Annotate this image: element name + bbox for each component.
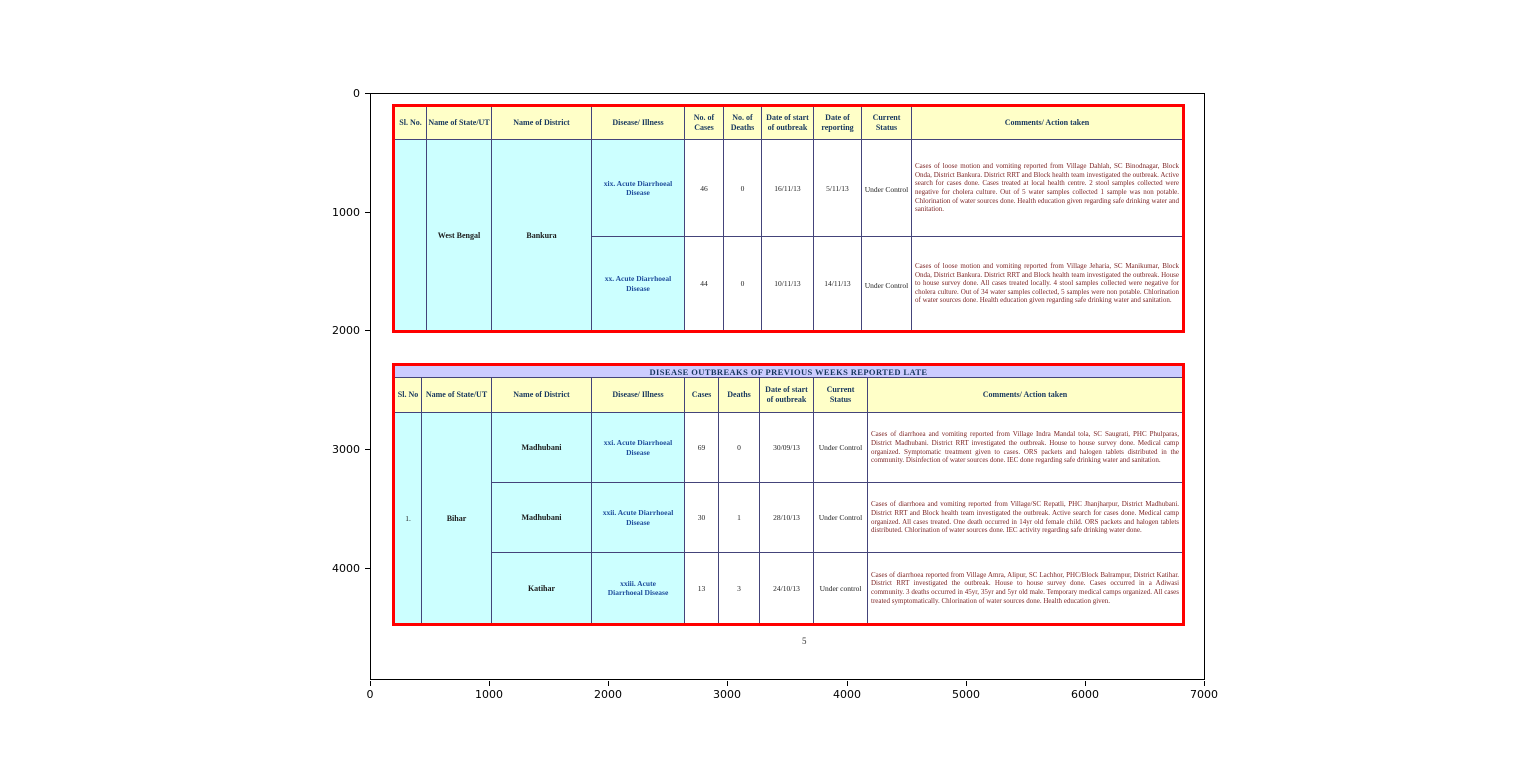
x-tick-mark (489, 681, 490, 686)
col-header-start-date: Date of start of outbreak (759, 377, 814, 413)
x-tick-mark (608, 681, 609, 686)
status-cell: Under control (813, 552, 868, 625)
deaths-cell: 0 (723, 139, 762, 237)
y-tick-mark (365, 449, 370, 450)
x-tick-label: 0 (366, 688, 374, 701)
col-header-disease: Disease/ Illness (591, 377, 685, 413)
cases-cell: 44 (684, 236, 724, 332)
col-header-reporting-date: Date of reporting (813, 105, 862, 140)
comments-cell: Cases of diarrhoea and vomiting reported… (866, 412, 1185, 483)
y-tick-label: 3000 (332, 443, 360, 456)
table-row: 1. Bihar Madhubani xxi. Acute Diarrhoeal… (393, 412, 1185, 625)
x-tick-mark (370, 681, 371, 686)
comments-cell: Cases of loose motion and vomiting repor… (911, 139, 1184, 237)
col-header-status: Current Status (813, 377, 868, 413)
start-date-cell: 16/11/13 (761, 139, 814, 237)
district-cell: Madhubani (491, 482, 592, 553)
x-tick-label: 7000 (1190, 688, 1218, 701)
status-cell: Under Control (813, 412, 868, 483)
col-header-district: Name of District (491, 377, 592, 413)
page-number: 5 (802, 636, 807, 646)
y-tick-label: 4000 (332, 562, 360, 575)
district-cell: Madhubani (491, 412, 592, 483)
cases-cell: 30 (684, 482, 719, 553)
x-tick-mark (727, 681, 728, 686)
y-tick-mark (365, 212, 370, 213)
sl-no-cell: 1. (393, 412, 422, 625)
start-date-cell: 10/11/13 (761, 236, 814, 332)
start-date-cell: 24/10/13 (759, 552, 814, 625)
col-header-sl-no: Sl. No (393, 377, 422, 413)
sl-no-cell (393, 139, 427, 332)
status-cell: Under Control (861, 236, 912, 332)
x-tick-label: 5000 (952, 688, 980, 701)
table-row: West Bengal Bankura xix. Acute Diarrhoea… (393, 139, 1184, 332)
state-cell: Bihar (421, 412, 492, 625)
table-header-row: Sl. No Name of State/UT Name of District… (393, 377, 1185, 413)
col-header-disease: Disease/ Illness (591, 105, 685, 140)
disease-cell: xxi. Acute Diarrhoeal Disease (591, 412, 685, 483)
cases-cell: 13 (684, 552, 719, 625)
comments-cell: Cases of diarrhoea and vomiting reported… (866, 482, 1185, 553)
col-header-state: Name of State/UT (421, 377, 492, 413)
table-title-row: DISEASE OUTBREAKS OF PREVIOUS WEEKS REPO… (392, 364, 1185, 378)
col-header-deaths: No. of Deaths (723, 105, 762, 140)
col-header-sl-no: Sl. No. (393, 105, 427, 140)
table-row: Madhubani xxii. Acute Diarrhoeal Disease… (394, 482, 1185, 553)
y-tick-mark (365, 93, 370, 94)
x-tick-label: 6000 (1071, 688, 1099, 701)
district-cell: Bankura (491, 139, 592, 332)
start-date-cell: 30/09/13 (759, 412, 814, 483)
comments-cell: Cases of loose motion and vomiting repor… (911, 236, 1184, 332)
start-date-cell: 28/10/13 (759, 482, 814, 553)
table-row: xx. Acute Diarrhoeal Disease 44 0 10/11/… (394, 236, 1184, 332)
x-tick-mark (1204, 681, 1205, 686)
y-tick-label: 0 (353, 87, 360, 100)
table-row: Katihar xxiii. Acute Diarrhoeal Disease … (394, 552, 1185, 625)
x-tick-label: 2000 (594, 688, 622, 701)
x-tick-mark (847, 681, 848, 686)
col-header-start-date: Date of start of outbreak (761, 105, 814, 140)
y-tick-label: 1000 (332, 206, 360, 219)
cases-cell: 46 (684, 139, 724, 237)
reporting-date-cell: 5/11/13 (813, 139, 862, 237)
x-tick-label: 3000 (713, 688, 741, 701)
cases-cell: 69 (684, 412, 719, 483)
district-cell: Katihar (491, 552, 592, 625)
late-table-title: DISEASE OUTBREAKS OF PREVIOUS WEEKS REPO… (392, 364, 1185, 378)
x-tick-label: 1000 (475, 688, 503, 701)
col-header-state: Name of State/UT (426, 105, 492, 140)
status-cell: Under Control (813, 482, 868, 553)
status-cell: Under Control (861, 139, 912, 237)
deaths-cell: 0 (718, 412, 760, 483)
col-header-status: Current Status (861, 105, 912, 140)
deaths-cell: 1 (718, 482, 760, 553)
y-tick-mark (365, 330, 370, 331)
col-header-district: Name of District (491, 105, 592, 140)
disease-cell: xix. Acute Diarrhoeal Disease (591, 139, 685, 237)
col-header-comments: Comments/ Action taken (911, 105, 1184, 140)
state-cell: West Bengal (426, 139, 492, 332)
col-header-cases: Cases (684, 377, 719, 413)
x-tick-mark (1085, 681, 1086, 686)
disease-cell: xxii. Acute Diarrhoeal Disease (591, 482, 685, 553)
deaths-cell: 0 (723, 236, 762, 332)
disease-cell: xxiii. Acute Diarrhoeal Disease (591, 552, 685, 625)
x-tick-label: 4000 (833, 688, 861, 701)
deaths-cell: 3 (718, 552, 760, 625)
disease-cell: xx. Acute Diarrhoeal Disease (591, 236, 685, 332)
outbreak-table-current: Sl. No. Name of State/UT Name of Distric… (392, 104, 1185, 333)
col-header-deaths: Deaths (718, 377, 760, 413)
outbreak-table-late: DISEASE OUTBREAKS OF PREVIOUS WEEKS REPO… (392, 363, 1186, 626)
x-tick-mark (966, 681, 967, 686)
y-tick-label: 2000 (332, 324, 360, 337)
y-tick-mark (365, 568, 370, 569)
col-header-cases: No. of Cases (684, 105, 724, 140)
reporting-date-cell: 14/11/13 (813, 236, 862, 332)
table-header-row: Sl. No. Name of State/UT Name of Distric… (393, 105, 1184, 140)
comments-cell: Cases of diarrhoea reported from Village… (866, 552, 1185, 625)
col-header-comments: Comments/ Action taken (866, 377, 1185, 413)
